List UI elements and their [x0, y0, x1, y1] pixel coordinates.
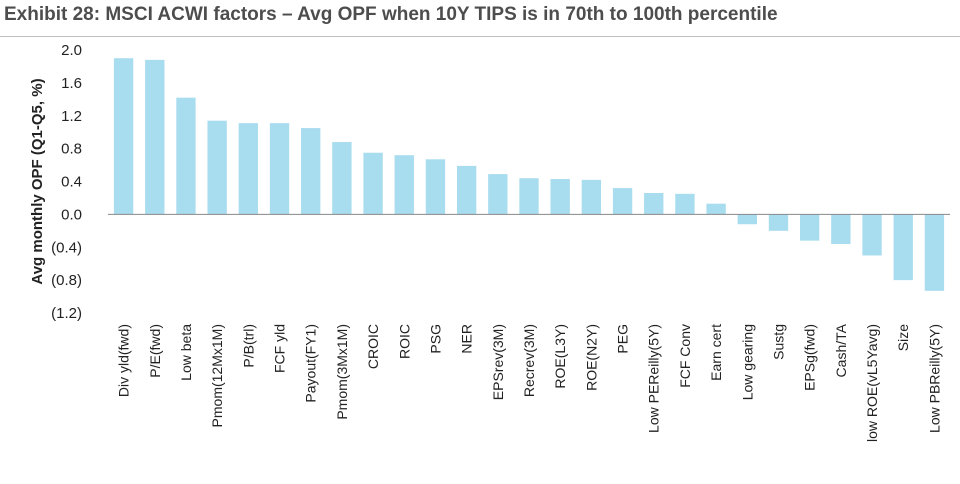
chart-title: Exhibit 28: MSCI ACWI factors – Avg OPF … [4, 4, 778, 25]
bar [394, 155, 414, 215]
y-tick-label: (0.4) [51, 239, 82, 256]
x-tick-label: EPSg(fwd) [802, 324, 818, 391]
y-tick-label: 0.4 [61, 174, 82, 191]
bar [893, 214, 913, 281]
y-tick-label: 0.8 [61, 141, 82, 158]
x-tick-label: PSG [427, 324, 443, 354]
x-tick-label: P/E(fwd) [147, 324, 163, 378]
y-tick-label: (0.8) [51, 272, 82, 289]
y-tick-label: (1.2) [51, 305, 82, 322]
x-tick-label: ROE(L3Y) [552, 324, 568, 389]
y-tick-label: 1.6 [61, 75, 82, 92]
bar [768, 214, 789, 231]
bar [706, 203, 726, 215]
bar [924, 214, 945, 291]
bar [612, 188, 633, 215]
bar [581, 179, 602, 215]
x-tick-label: NER [459, 324, 475, 354]
x-tick-label: Low PEReilly(5Y) [646, 324, 662, 433]
bar [488, 174, 508, 215]
bar [176, 97, 196, 215]
x-tick-label: Recrev(3M) [521, 324, 537, 397]
x-tick-label: Payout(FY1) [303, 324, 319, 403]
bar [644, 193, 664, 215]
bar [301, 128, 321, 215]
x-tick-label: P/B(trl) [240, 324, 256, 368]
x-tick-label: Low beta [178, 324, 194, 381]
x-tick-label: FCF Conv [677, 324, 693, 388]
x-tick-label: ROE(N2Y) [583, 324, 599, 391]
bar [737, 214, 757, 225]
x-tick-label: Sustg [770, 324, 786, 360]
x-tick-label: Div yld(fwd) [116, 324, 132, 397]
x-tick-label: ROIC [396, 324, 412, 359]
x-tick-label: Cash/TA [833, 323, 849, 377]
bar [269, 123, 290, 215]
x-tick-label: Earn cert [708, 324, 724, 381]
bar [238, 123, 259, 215]
y-tick-label: 0.0 [61, 206, 82, 223]
bar [332, 142, 352, 215]
bar [207, 120, 227, 215]
y-axis-title: Avg monthly OPF (Q1-Q5, %) [29, 78, 46, 284]
x-tick-label: Low gearing [739, 324, 755, 400]
x-tick-label: Low PBReilly(5Y) [926, 324, 942, 433]
bar [550, 179, 570, 215]
x-tick-label: Size [895, 324, 911, 351]
x-tick-label: Pmom(3Mx1M) [334, 324, 350, 420]
bar [519, 178, 539, 215]
title-divider [0, 36, 960, 37]
x-tick-label: Pmom(12Mx1M) [209, 324, 225, 427]
y-tick-label: 2.0 [61, 42, 82, 59]
bar [675, 193, 695, 215]
x-tick-label: FCF yld [272, 324, 288, 373]
bar [363, 152, 383, 215]
x-tick-label: CROIC [365, 324, 381, 369]
x-tick-label: PEG [615, 324, 631, 354]
bar [831, 214, 851, 244]
bar [113, 58, 134, 215]
bar [862, 214, 882, 256]
bar [456, 165, 477, 215]
bar [425, 159, 446, 215]
bar [799, 214, 820, 241]
y-tick-label: 1.2 [61, 108, 82, 125]
bar [145, 59, 165, 215]
x-tick-label: EPSrev(3M) [490, 324, 506, 400]
x-tick-label: low ROE(vL5Yavg) [864, 324, 880, 442]
